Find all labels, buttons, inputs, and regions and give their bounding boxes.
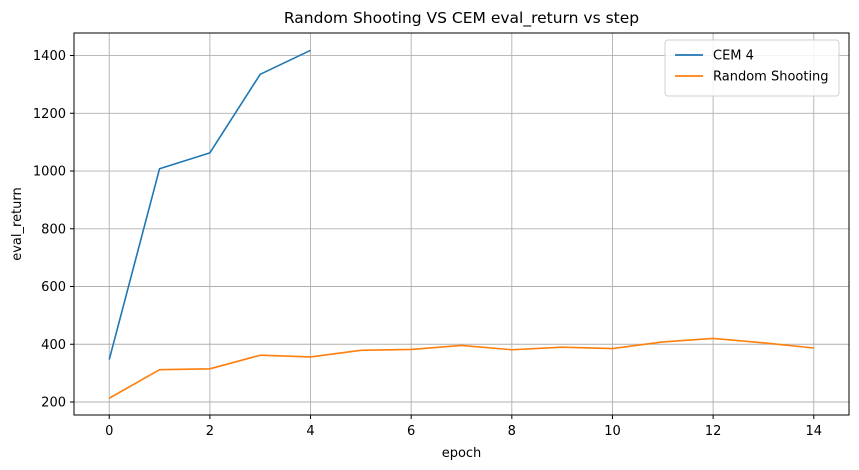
x-tick-label: 14 (805, 424, 822, 439)
axis-ticks: 0 2 4 6 8 10 12 14 200 400 600 800 1000 1200 1400 (33, 49, 822, 439)
y-tick-label: 400 (41, 338, 66, 353)
y-tick-label: 800 (41, 222, 66, 237)
series-line-random-shooting (108, 337, 814, 399)
x-tick-label: 4 (306, 424, 314, 439)
series-line-cem-4 (108, 49, 311, 360)
legend-label: Random Shooting (713, 70, 829, 85)
x-tick-label: 0 (105, 424, 113, 439)
x-tick-label: 6 (407, 424, 415, 439)
legend-label: CEM 4 (713, 49, 754, 64)
chart-title: Random Shooting VS CEM eval_return vs st… (284, 9, 639, 28)
y-tick-label: 1200 (33, 107, 66, 122)
y-tick-label: 1400 (33, 49, 66, 64)
x-tick-label: 2 (206, 424, 214, 439)
x-tick-label: 10 (604, 424, 621, 439)
legend-box (664, 39, 840, 97)
legend: CEM 4 Random Shooting (664, 39, 840, 97)
y-tick-label: 200 (41, 396, 66, 411)
x-tick-label: 8 (508, 424, 516, 439)
plot-frame (73, 32, 850, 416)
x-tick-label: 12 (705, 424, 722, 439)
grid-lines (74, 33, 849, 415)
y-tick-label: 600 (41, 280, 66, 295)
series-lines (108, 49, 814, 399)
y-tick-label: 1000 (33, 165, 66, 180)
y-axis-label: eval_return (10, 187, 25, 261)
x-axis-label: epoch (442, 446, 482, 461)
